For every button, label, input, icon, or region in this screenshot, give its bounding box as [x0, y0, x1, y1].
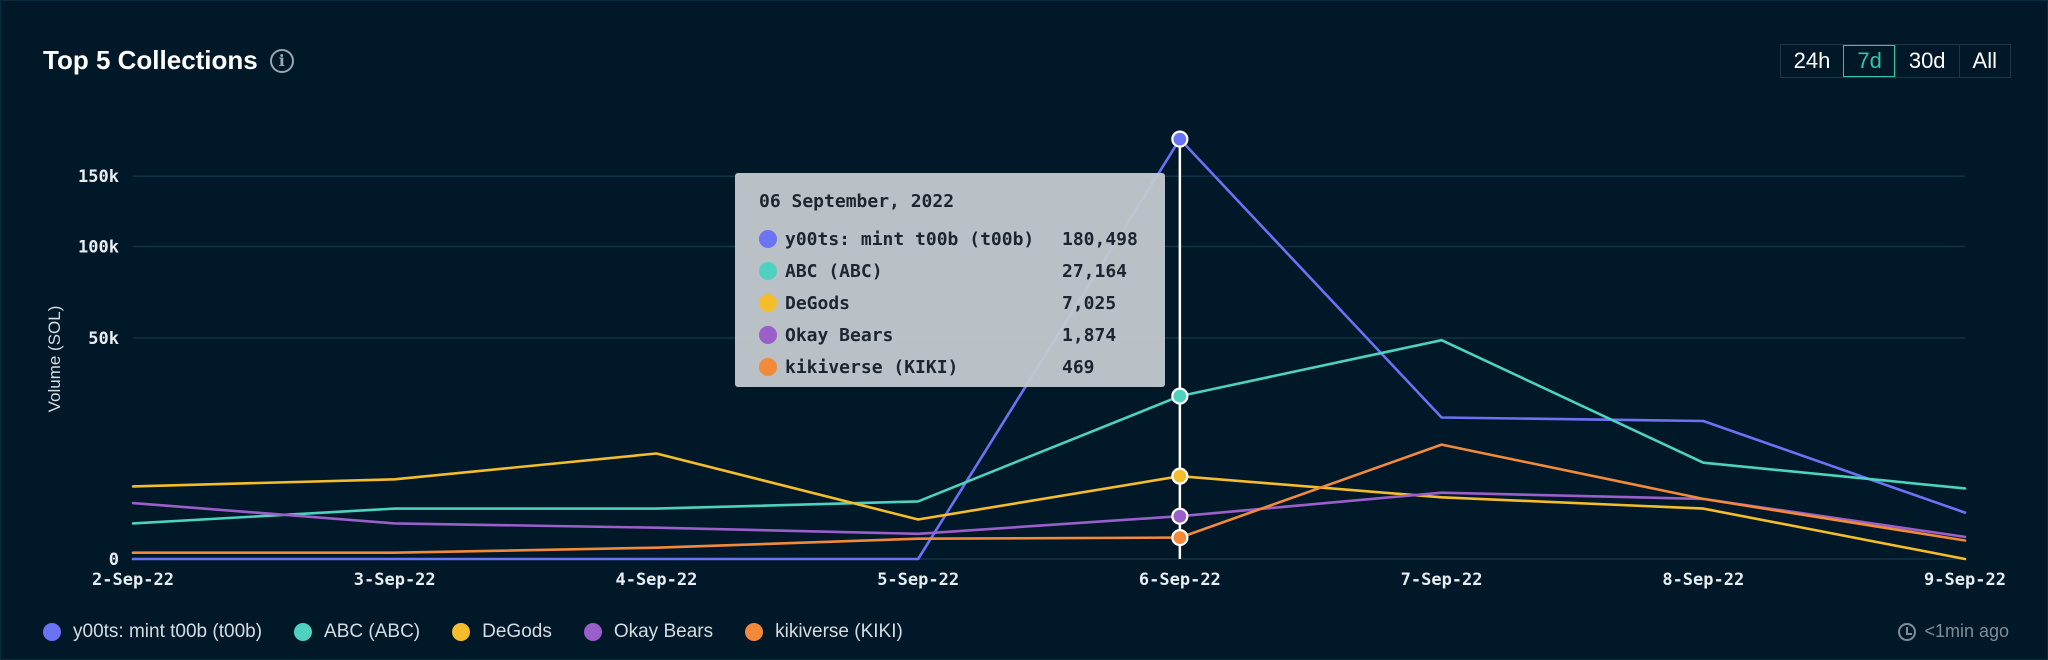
tooltip-series-name: DeGods: [785, 292, 851, 314]
tooltip-row: Okay Bears 1,874: [759, 319, 1141, 351]
y-axis-label: Volume (SOL): [45, 306, 64, 413]
legend-dot: [452, 623, 471, 641]
tooltip-dot: [759, 326, 777, 344]
y-tick-label: 50k: [88, 329, 119, 349]
tooltip-dot: [759, 358, 777, 376]
tooltip-series-name: ABC (ABC): [785, 260, 883, 282]
clock-icon: [1898, 622, 1917, 641]
y-tick-label: 150k: [78, 167, 119, 187]
tooltip-dot: [759, 294, 777, 312]
legend-item-kikiverse[interactable]: kikiverse (KIKI): [745, 621, 903, 643]
info-icon[interactable]: i: [269, 48, 294, 73]
y-axis-ticks: 0 50k 100k 150k: [78, 167, 119, 570]
last-updated-text: <1min ago: [1924, 621, 2009, 641]
hover-marker-abc: [1171, 387, 1189, 405]
legend-label: kikiverse (KIKI): [775, 621, 903, 642]
hover-cursor: [1171, 130, 1189, 559]
series-line-kikiverse: [131, 443, 1967, 555]
x-tick-label: 8-Sep-22: [1662, 570, 1744, 590]
tooltip-row: kikiverse (KIKI) 469: [759, 351, 1141, 383]
series-line-okay_bears: [131, 491, 1967, 539]
x-tick-label: 6-Sep-22: [1139, 570, 1221, 590]
hover-tooltip: 06 September, 2022 y00ts: mint t00b (t00…: [735, 173, 1165, 387]
legend-item-degods[interactable]: DeGods: [452, 621, 552, 643]
line-chart[interactable]: Volume (SOL) 0 50k 100k 150k 2-Sep-22 3-Sep-…: [1, 1, 2048, 601]
x-tick-label: 5-Sep-22: [877, 570, 959, 590]
legend-dot: [745, 623, 764, 641]
legend-dot: [583, 623, 602, 641]
y-tick-label: 0: [109, 550, 119, 570]
range-button-24h[interactable]: 24h: [1793, 48, 1831, 73]
y-tick-label: 100k: [78, 237, 119, 257]
chart-legend: y00ts: mint t00b (t00b) ABC (ABC) DeGods Ok…: [43, 621, 903, 643]
x-tick-label: 3-Sep-22: [354, 570, 436, 590]
hover-marker-okay_bears: [1171, 507, 1189, 525]
x-tick-label: 9-Sep-22: [1924, 570, 2006, 590]
tooltip-rows: y00ts: mint t00b (t00b) 180,498 ABC (ABC) 2…: [759, 223, 1141, 383]
x-axis-ticks: 2-Sep-22 3-Sep-22 4-Sep-22 5-Sep-22 6-Sep-22…: [92, 570, 2006, 590]
range-button-30d[interactable]: 30d: [1894, 45, 1959, 77]
tooltip-series-value: 469: [1062, 356, 1095, 378]
chart-header: Top 5 Collections i: [43, 45, 294, 76]
legend-label: y00ts: mint t00b (t00b): [73, 621, 263, 642]
tooltip-dot: [759, 262, 777, 280]
tooltip-row: y00ts: mint t00b (t00b) 180,498: [759, 223, 1141, 255]
tooltip-series-value: 7,025: [1062, 292, 1117, 314]
tooltip-series-name: y00ts: mint t00b (t00b): [785, 228, 1035, 250]
tooltip-series-name: Okay Bears: [785, 324, 894, 346]
time-range-selector: 24h 7d 30d All: [1779, 44, 2011, 78]
last-updated: <1min ago: [1898, 621, 2009, 642]
hover-marker-y00ts: [1171, 130, 1189, 148]
legend-label: Okay Bears: [613, 621, 714, 642]
tooltip-row: DeGods 7,025: [759, 287, 1141, 319]
tooltip-row: ABC (ABC) 27,164: [759, 255, 1141, 287]
tooltip-series-value: 1,874: [1062, 324, 1117, 346]
tooltip-dot: [759, 230, 777, 248]
hover-marker-kikiverse: [1171, 528, 1189, 547]
tooltip-date: 06 September, 2022: [759, 191, 955, 212]
range-button-all[interactable]: All: [1958, 45, 2010, 77]
tooltip-series-value: 27,164: [1062, 260, 1128, 282]
legend-item-okay_bears[interactable]: Okay Bears: [583, 621, 714, 643]
hover-marker-degods: [1171, 467, 1189, 485]
tooltip-series-value: 180,498: [1062, 228, 1138, 250]
series-line-degods: [131, 452, 1967, 561]
x-tick-label: 2-Sep-22: [92, 570, 174, 590]
x-tick-label: 4-Sep-22: [615, 570, 697, 590]
page-title: Top 5 Collections: [43, 45, 258, 75]
legend-dot: [43, 623, 61, 641]
range-button-7d[interactable]: 7d: [1843, 45, 1895, 77]
legend-item-y00ts[interactable]: y00ts: mint t00b (t00b): [43, 621, 262, 643]
series-line-abc: [131, 338, 1967, 525]
legend-label: ABC (ABC): [324, 621, 421, 642]
legend-label: DeGods: [482, 621, 552, 642]
legend-item-abc[interactable]: ABC (ABC): [294, 621, 420, 643]
x-tick-label: 7-Sep-22: [1401, 570, 1483, 590]
tooltip-series-name: kikiverse (KIKI): [785, 356, 959, 378]
legend-dot: [294, 623, 313, 641]
